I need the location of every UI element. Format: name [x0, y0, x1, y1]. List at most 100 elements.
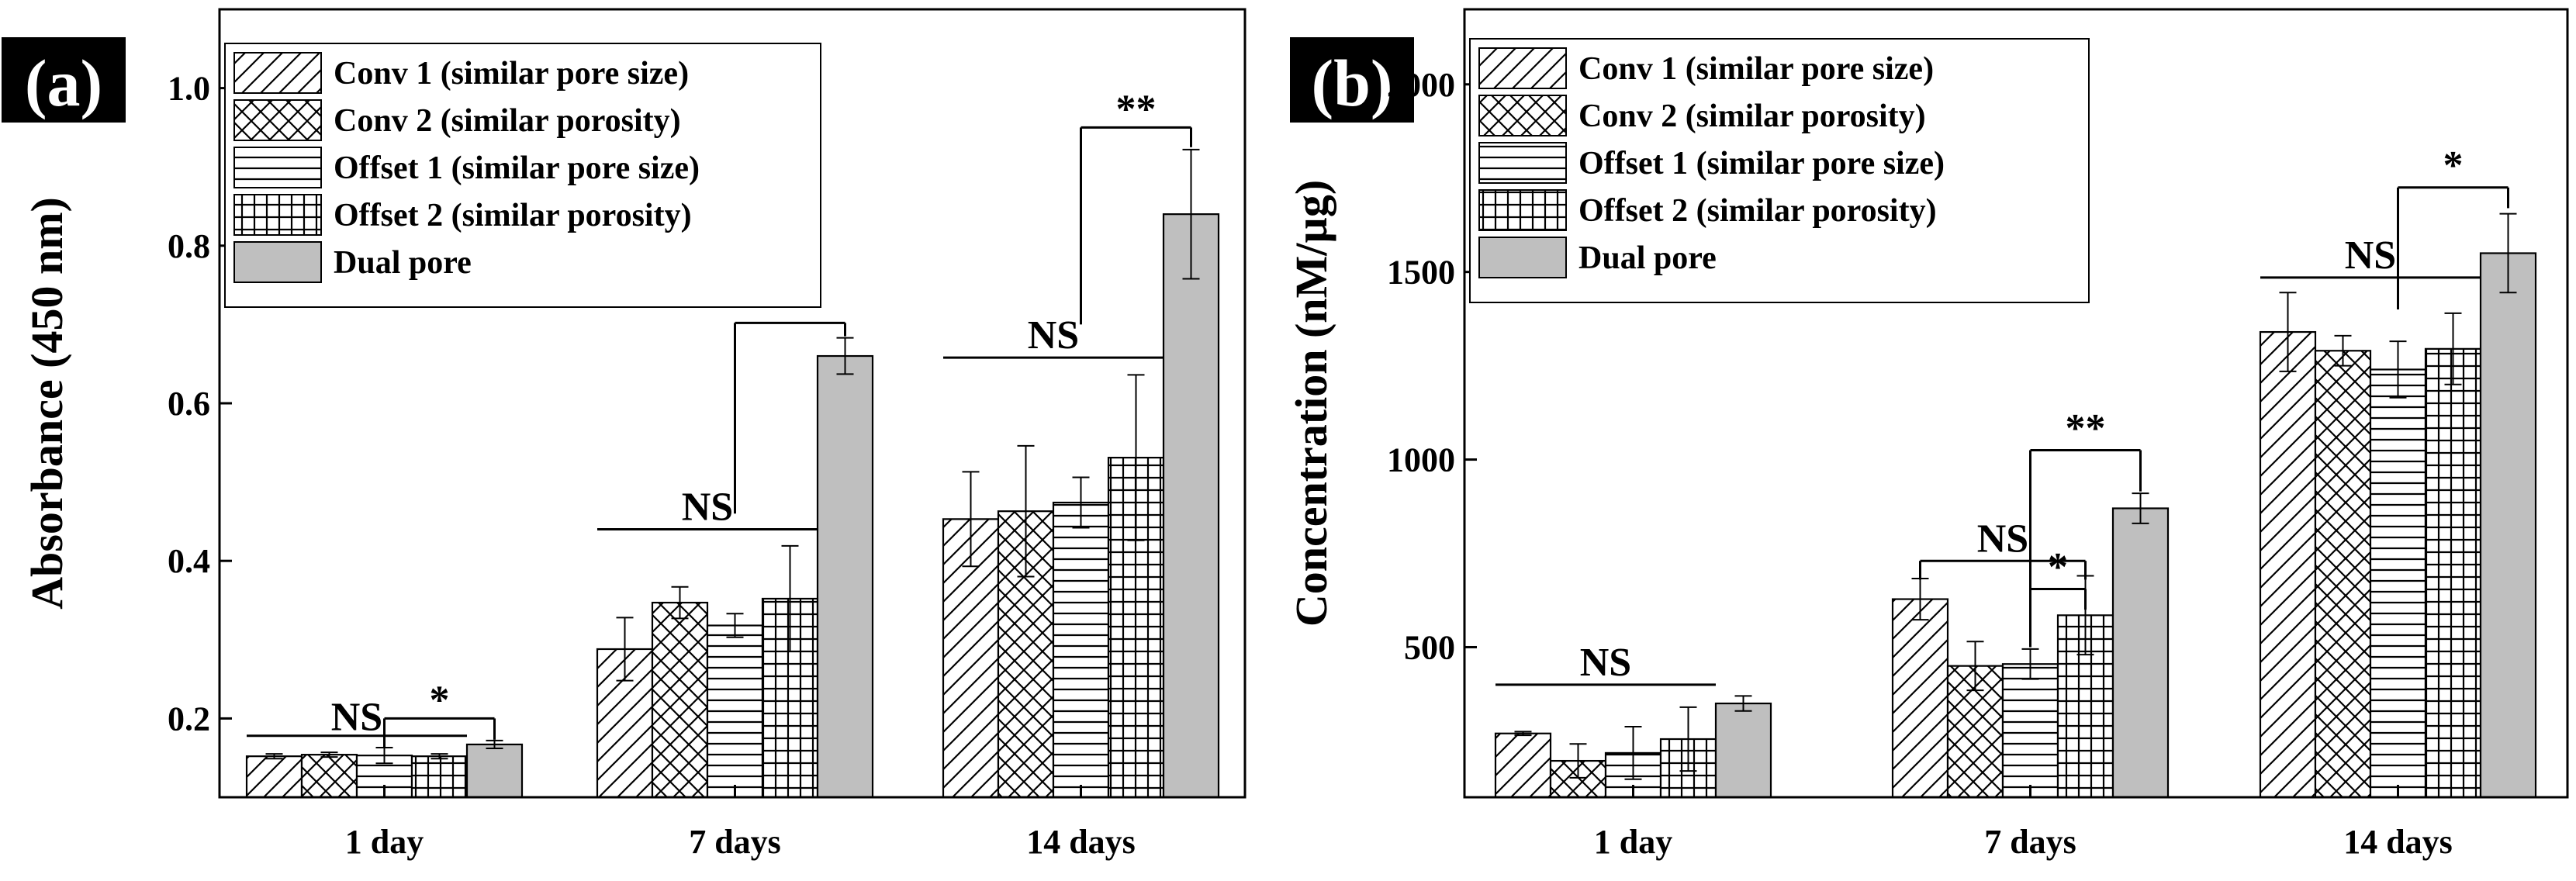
bar: [245, 755, 303, 799]
error-bar: [962, 471, 980, 568]
error-bar: [2132, 492, 2149, 524]
significance-annotation: NS: [1495, 641, 1716, 686]
error-bar: [671, 586, 689, 620]
error-bar: [1966, 641, 1984, 692]
legend-entry: Offset 2 (similar porosity): [1578, 193, 1937, 229]
error-bar: [486, 739, 503, 750]
significance-annotation: NS: [597, 485, 818, 531]
error-bar: [430, 753, 448, 760]
panel-label-box: [2, 37, 126, 123]
legend-box: [224, 43, 821, 308]
significance-annotation: **: [1080, 87, 1192, 325]
error-bar: [781, 544, 799, 653]
error-bar: [616, 617, 634, 682]
significance-label: *: [430, 678, 450, 722]
bar: [465, 743, 524, 799]
significance-label: NS: [2345, 233, 2396, 278]
significance-label: NS: [1580, 641, 1631, 685]
significance-annotation: NS: [1919, 517, 2087, 580]
error-bar: [1679, 706, 1697, 772]
bar: [410, 755, 469, 799]
error-bar: [1734, 695, 1752, 712]
significance-label: NS: [1977, 517, 2028, 561]
bar: [300, 754, 358, 799]
bar: [2001, 663, 2059, 799]
significance-label: *: [2443, 143, 2464, 188]
error-bar: [1182, 148, 1200, 280]
significance-annotation: NS: [247, 696, 467, 740]
legend-swatch: [1478, 189, 1567, 231]
significance-label: **: [2066, 406, 2106, 451]
error-bar: [2021, 648, 2039, 680]
y-tick-label: 0.8: [168, 227, 210, 265]
bar: [706, 624, 764, 799]
y-tick-label: 1.0: [168, 70, 210, 108]
bar: [1714, 702, 1772, 799]
error-bar: [836, 337, 854, 375]
panel-label: (a): [25, 46, 102, 120]
panel-label-box: [1290, 37, 1414, 123]
legend-entry: Dual pore: [1578, 240, 1717, 276]
significance-label: **: [1116, 87, 1157, 131]
legend-swatch: [1478, 142, 1567, 184]
panel-label: (b): [1311, 46, 1392, 120]
error-bar: [2389, 340, 2407, 399]
legend-swatch: [1478, 95, 1567, 136]
legend-entry: Offset 1 (similar pore size): [1578, 146, 1945, 181]
legend-swatch: [233, 241, 322, 283]
legend-entry: Conv 1 (similar pore size): [1578, 51, 1934, 87]
significance-annotation: *: [383, 678, 496, 749]
significance-annotation: NS: [943, 313, 1164, 359]
legend-entry: Dual pore: [334, 245, 472, 281]
bar: [1162, 213, 1220, 799]
legend-entry: Conv 2 (similar porosity): [334, 103, 681, 139]
legend-entry: Conv 1 (similar pore size): [334, 56, 689, 92]
error-bar: [726, 613, 744, 638]
significance-annotation: NS: [2260, 233, 2481, 279]
y-tick-label: 500: [1404, 628, 1455, 666]
legend-swatch: [233, 52, 322, 94]
error-bar: [320, 751, 338, 758]
bar: [1494, 732, 1552, 799]
legend-box: [1469, 38, 2090, 303]
error-bar: [2499, 212, 2517, 294]
legend-swatch: [233, 147, 322, 188]
error-bar: [1514, 731, 1532, 737]
bar: [1052, 501, 1110, 799]
plot-frame: [1463, 8, 2569, 799]
x-tick-label: 1 day: [345, 823, 424, 861]
legend-swatch: [233, 194, 322, 236]
panel-b: (b) 500 1000 1500 2000 1 day 7 days 14 days Conc…: [1286, 8, 2569, 861]
x-tick-label: 7 days: [689, 823, 781, 861]
y-axis-label: Absorbance (450 nm): [22, 197, 72, 610]
legend: Conv 1 (similar pore size) Conv 2 (simila…: [1469, 38, 2090, 303]
significance-label: *: [2048, 545, 2068, 589]
bar: [1891, 598, 1949, 799]
y-tick-label: 0.6: [168, 385, 210, 423]
bar: [651, 601, 709, 799]
y-tick-label: 0.4: [168, 542, 210, 580]
bar: [2259, 330, 2317, 799]
error-bar: [265, 753, 283, 760]
y-tick-label: 1000: [1387, 441, 1455, 479]
legend-swatch: [233, 99, 322, 141]
y-axis-label: Concentration (nM/µg): [1286, 180, 1336, 627]
error-bar: [1017, 444, 1035, 578]
bar: [816, 354, 874, 799]
error-bar: [1624, 726, 1642, 780]
error-bar: [1127, 374, 1145, 541]
significance-label: NS: [682, 485, 733, 529]
error-bar: [1569, 743, 1587, 779]
x-tick-label: 7 days: [1984, 823, 2076, 861]
error-bar: [2334, 334, 2352, 367]
x-tick-label: 14 days: [2343, 823, 2453, 861]
x-tick-label: 14 days: [1026, 823, 1136, 861]
significance-annotation: **: [2029, 406, 2142, 648]
error-bar: [1072, 476, 1090, 529]
bar: [2424, 347, 2482, 799]
legend-entry: Offset 1 (similar pore size): [334, 150, 700, 186]
legend: Conv 1 (similar pore size) Conv 2 (simila…: [224, 43, 821, 308]
y-tick-label: 1500: [1387, 254, 1455, 292]
legend-swatch: [1478, 47, 1567, 89]
